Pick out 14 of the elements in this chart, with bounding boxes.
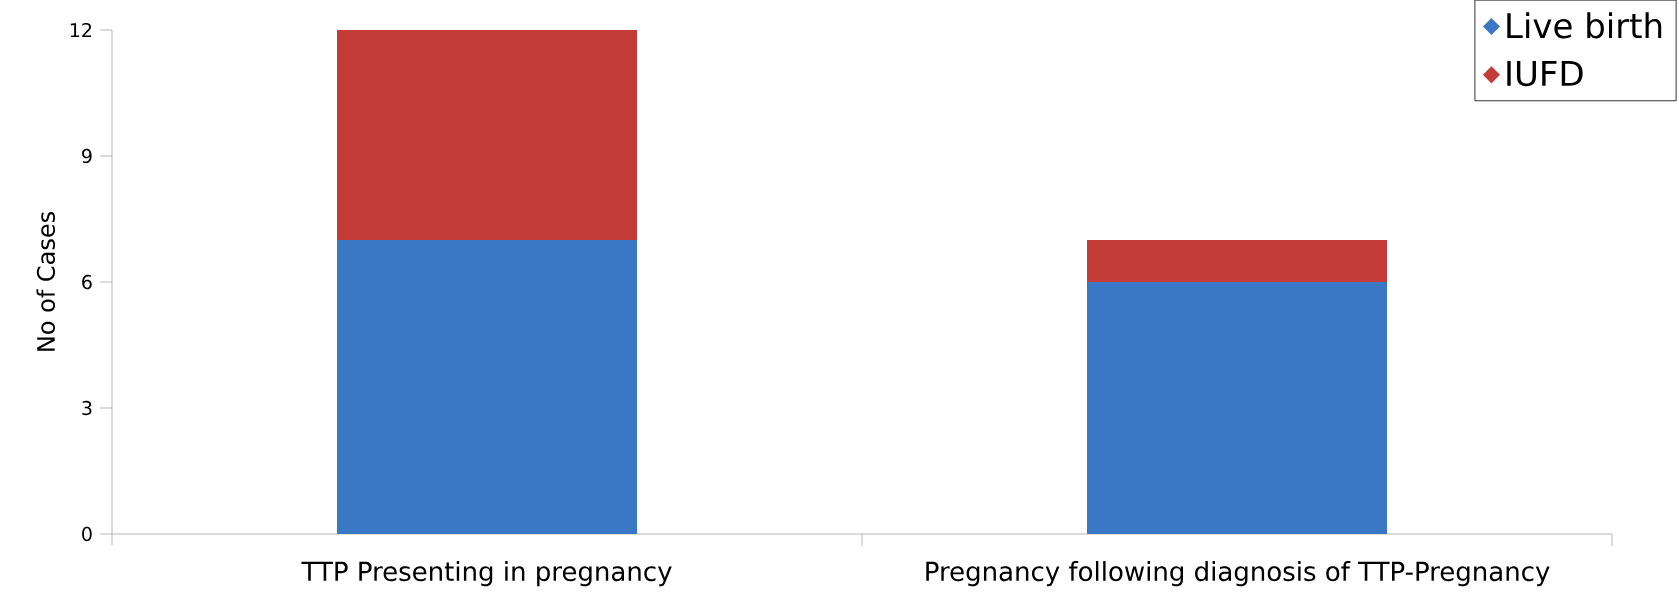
y-tick-label: 9 (82, 148, 92, 164)
y-tick-label: 0 (82, 526, 92, 542)
y-tick-label: 6 (82, 274, 92, 290)
y-tick-label: 3 (82, 400, 92, 416)
y-tick-label: 12 (70, 22, 92, 38)
bar (337, 239, 638, 534)
bar (1087, 281, 1388, 534)
bar (337, 29, 638, 240)
bar (1087, 239, 1388, 282)
y-axis-title: No of Cases (36, 212, 56, 351)
legend-label: IUFD (1507, 60, 1583, 87)
x-tick-label: TTP Presenting in pregnancy (301, 561, 672, 587)
legend-label: Live birth (1507, 12, 1662, 39)
x-tick-label: Pregnancy following diagnosis of TTP-Pregnancy (926, 561, 1550, 587)
